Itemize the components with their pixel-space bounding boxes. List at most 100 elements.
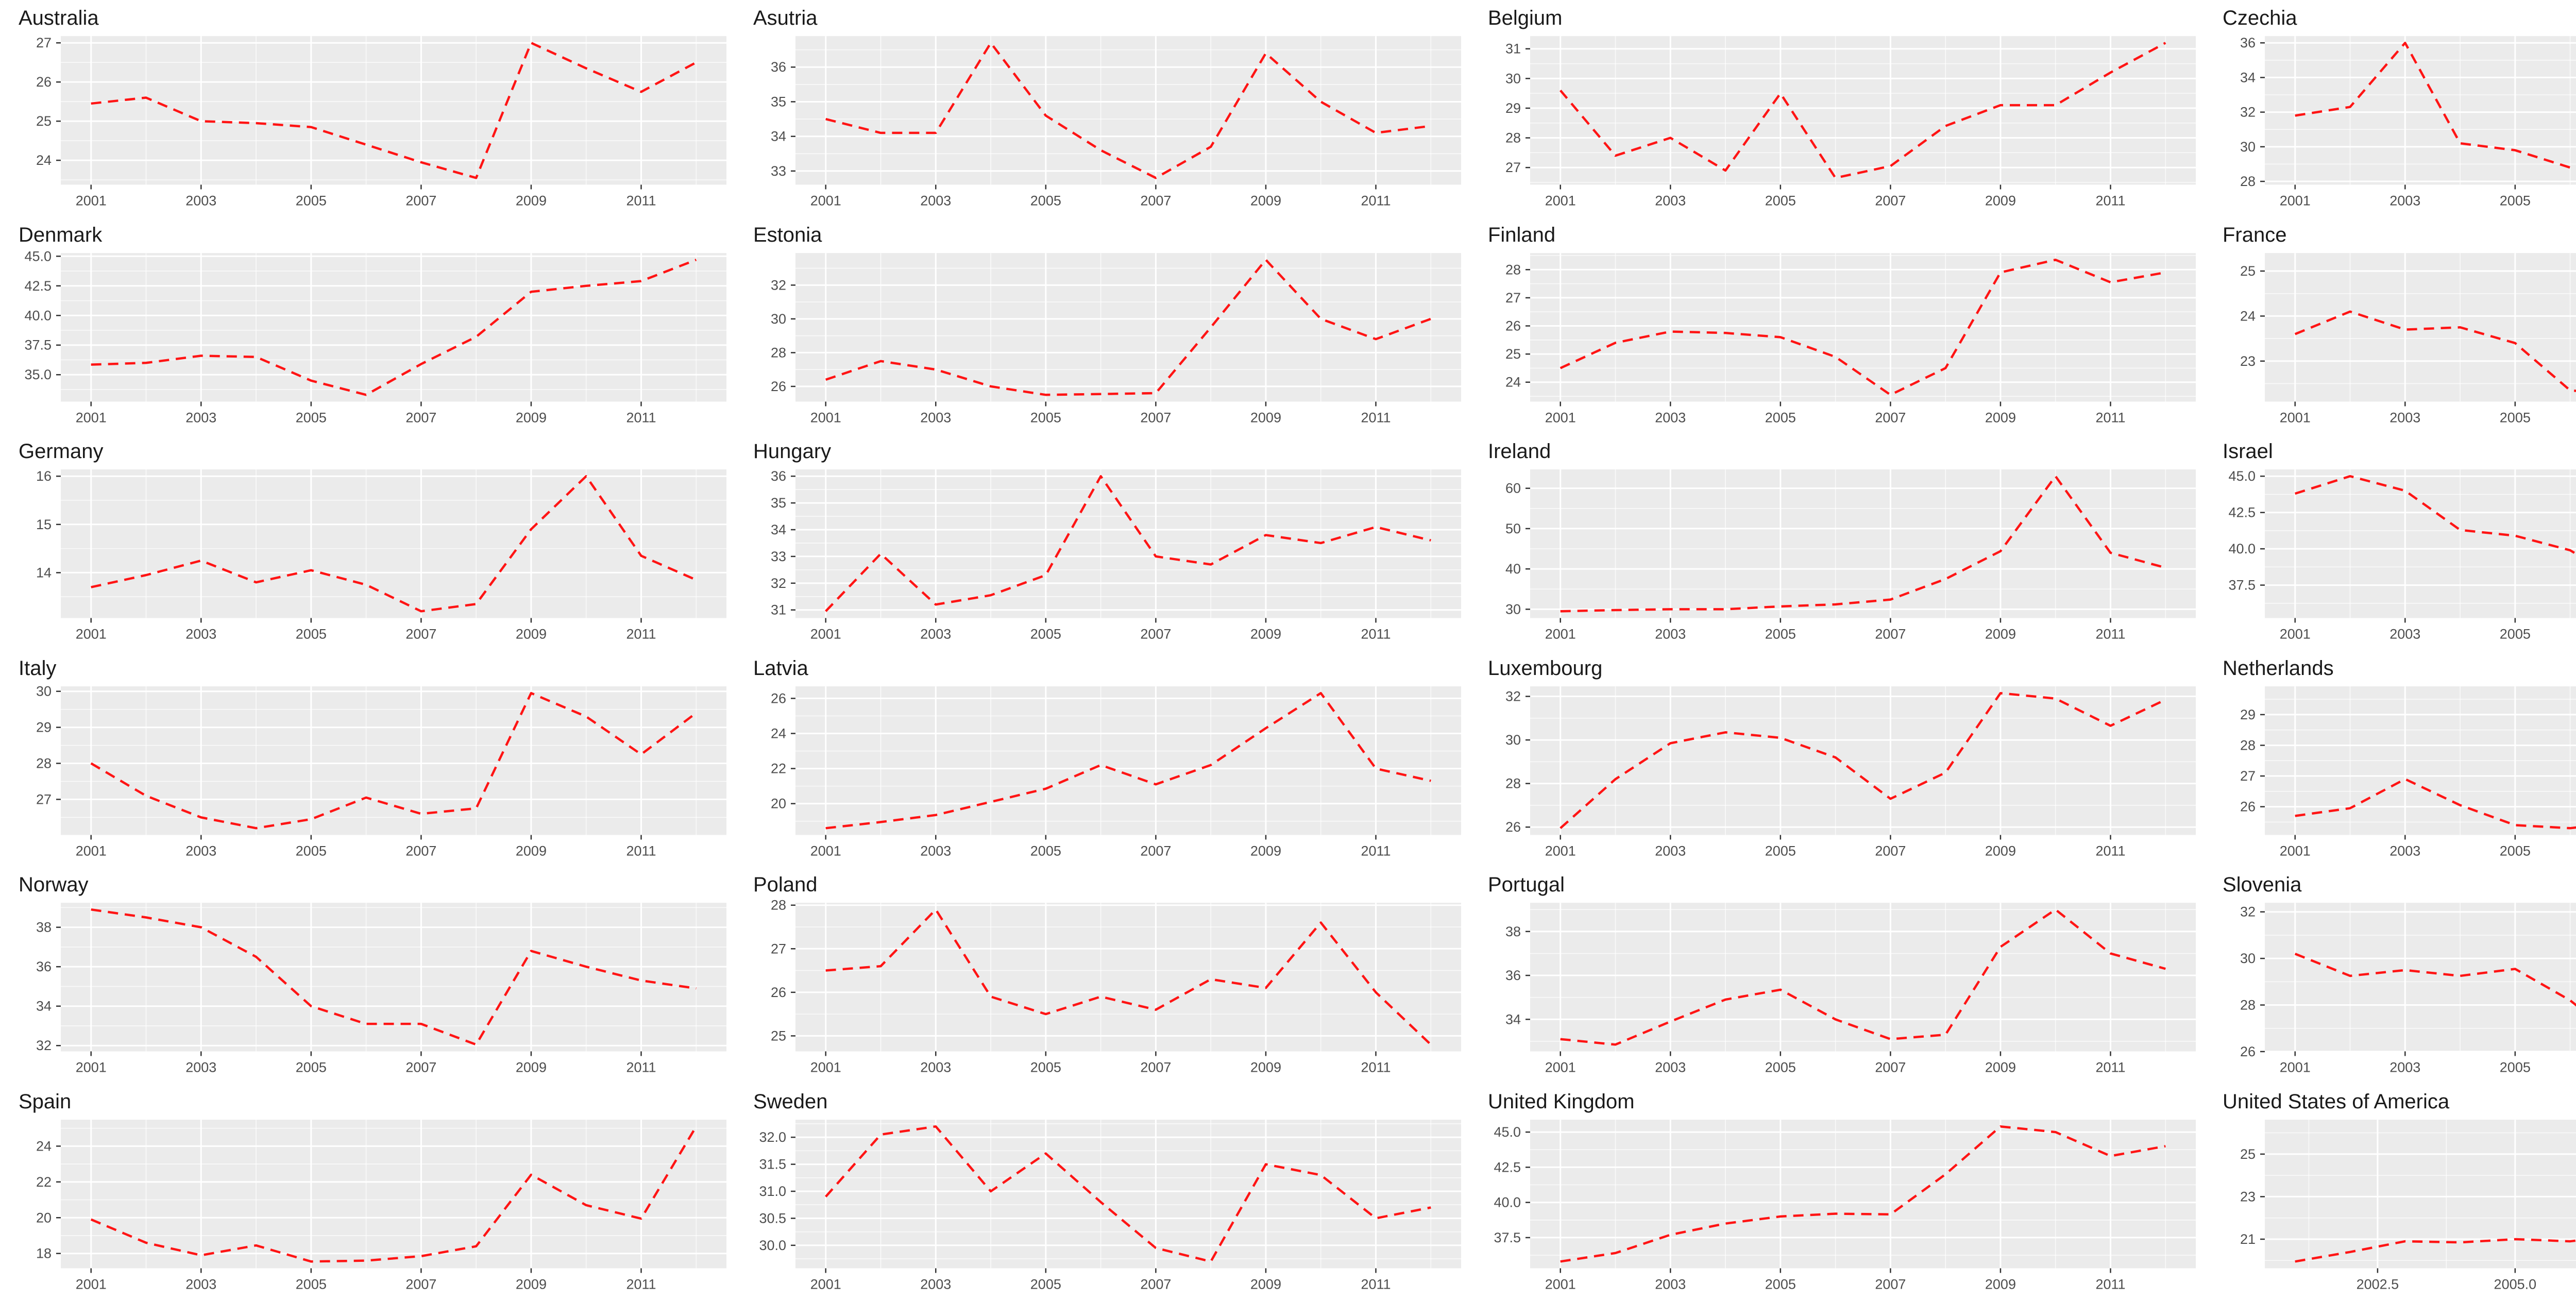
y-axis-label: 34 (771, 522, 786, 537)
y-axis-label: 32 (771, 576, 786, 591)
y-axis-label: 30 (1505, 601, 1521, 617)
y-axis-label: 28 (771, 345, 786, 360)
data-line (1560, 258, 2166, 396)
x-axis-label: 2007 (1140, 193, 1171, 208)
chart-title: Australia (19, 7, 99, 29)
chart-netherlands: 20012003200520072009201126272829Netherla… (2223, 657, 2576, 858)
x-axis-label: 2003 (185, 843, 216, 858)
x-axis-label: 2005 (1765, 1059, 1796, 1075)
x-axis-label: 2011 (1361, 1059, 1391, 1075)
x-axis-label: 2009 (516, 626, 547, 641)
y-axis-label: 40.0 (2228, 541, 2256, 556)
x-axis-label: 2011 (1361, 410, 1391, 425)
x-axis-label: 2007 (1140, 1059, 1171, 1075)
chart-finland: 2001 2003 2005 2007 2009 2011 24 25 26 27 28 Finlan… (1488, 224, 2196, 425)
data-line (2294, 953, 2576, 1007)
y-axis-label: 26 (771, 690, 786, 706)
x-axis-label: 2009 (1250, 626, 1281, 641)
y-axis-label: 34 (2240, 70, 2256, 85)
facet-asutria: 2001 2003 2005 2007 2009 2011 33 34 35 36 Asutria (735, 0, 1469, 217)
x-axis-label: 2009 (516, 1059, 547, 1075)
x-axis-label: 2011 (2095, 410, 2125, 425)
facet-australia: 2001 2003 2005 2007 2009 2011 24 25 26 27 Australi… (0, 0, 735, 217)
facet-hungary: 2001 2003 2005 2007 2009 2011 31 32 33 34 35 36 Hung… (735, 433, 1469, 650)
y-axis-label: 28 (1505, 130, 1521, 146)
chart-spain: 2001 2003 2005 2007 2009 2011 18 20 22 24 Spain (19, 1090, 726, 1292)
data-line (2295, 778, 2576, 830)
x-axis-label: 2003 (185, 626, 216, 641)
y-axis-label: 37.5 (2228, 578, 2256, 593)
facet-sweden: 2001 2003 2005 2007 2009 2011 30.0 30.5 31.0 31.5… (735, 1084, 1469, 1300)
x-axis-label: 2009 (1985, 843, 2016, 858)
panel-background (61, 252, 726, 401)
x-axis-label: 2003 (1655, 626, 1686, 641)
y-axis-label: 22 (771, 761, 786, 776)
y-axis-label: 28 (771, 898, 786, 913)
chart-title: Poland (753, 873, 818, 896)
chart-title: Israel (2223, 440, 2273, 463)
chart-title: Ireland (1488, 440, 1551, 463)
data-line (825, 41, 1431, 179)
facet-ireland: 2001 2003 2005 2007 2009 2011 30 40 50 60 Ireland (1469, 433, 2204, 650)
facet-norway: 2001 2003 2005 2007 2009 2011 32 34 36 38 Norway (0, 867, 735, 1084)
x-axis-label: 2009 (1985, 1276, 2016, 1292)
y-axis-label: 30 (2240, 951, 2256, 966)
y-axis-label: 24 (36, 153, 52, 168)
x-axis-label: 2005 (1030, 1276, 1061, 1292)
y-axis-label: 38 (1505, 924, 1521, 939)
data-line (90, 1125, 698, 1263)
y-axis-label: 34 (36, 999, 52, 1014)
panel-background (2265, 36, 2576, 185)
x-axis-label: 2001 (2280, 626, 2311, 641)
x-axis-label: 2001 (810, 410, 841, 425)
x-axis-label: 2011 (1361, 626, 1391, 641)
x-axis-label: 2005 (1765, 193, 1796, 208)
x-axis-label: 2001 (76, 1276, 107, 1292)
chart-portugal: 2001 2003 2005 2007 2009 2011 34 36 38 Portugal (1488, 873, 2196, 1075)
y-axis-label: 42.5 (1494, 1159, 1521, 1175)
y-axis-label: 26 (2240, 799, 2256, 814)
y-axis-label: 33 (771, 163, 786, 179)
data-line (825, 908, 1432, 1045)
x-axis-label: 2001 (1545, 193, 1576, 208)
y-axis-label: 30 (2240, 139, 2256, 155)
x-axis-label: 2001 (76, 410, 107, 425)
x-axis-label: 2007 (1140, 1276, 1171, 1292)
chart-title: Estonia (753, 224, 822, 246)
y-axis-label: 30 (1505, 71, 1521, 86)
x-axis-label: 2005 (1765, 843, 1796, 858)
x-axis-label: 2007 (1875, 193, 1906, 208)
x-axis-label: 2005 (296, 193, 327, 208)
x-axis-label: 2011 (2095, 193, 2125, 208)
x-axis-label: 2007 (405, 193, 436, 208)
x-axis-label: 2003 (185, 193, 216, 208)
x-axis-label: 2005 (2500, 843, 2531, 858)
x-axis-label: 2011 (2095, 843, 2125, 858)
chart-title: Norway (19, 873, 89, 896)
x-axis-label: 2001 (810, 1059, 841, 1075)
chart-australia: 2001 2003 2005 2007 2009 2011 24 25 26 27 Australi… (19, 7, 726, 208)
x-axis-label: 2001 (76, 626, 107, 641)
y-axis-label: 25 (2240, 1146, 2256, 1161)
x-axis-label: 2007 (1140, 410, 1171, 425)
y-axis-label: 37.5 (1494, 1229, 1521, 1245)
y-axis-label: 42.5 (2228, 505, 2256, 520)
chart-title: Luxembourg (1488, 657, 1602, 680)
x-axis-label: 2011 (626, 626, 656, 641)
x-axis-label: 2003 (1655, 843, 1686, 858)
y-axis-label: 28 (1505, 262, 1521, 277)
panel-background (1530, 686, 2196, 835)
y-axis-label: 35 (771, 495, 786, 511)
y-axis-label: 27 (771, 941, 786, 956)
y-axis-label: 25 (1505, 346, 1521, 362)
x-axis-label: 2005 (296, 626, 327, 641)
x-axis-label: 2003 (1655, 1276, 1686, 1292)
data-line (1559, 42, 2166, 179)
data-line (2295, 41, 2576, 170)
y-axis-label: 34 (771, 129, 786, 144)
x-axis-label: 2005 (1030, 193, 1061, 208)
x-axis-label: 2005 (296, 843, 327, 858)
y-axis-label: 31.0 (759, 1184, 786, 1199)
x-axis-label: 2003 (1655, 410, 1686, 425)
x-axis-label: 2005 (2500, 1059, 2531, 1075)
